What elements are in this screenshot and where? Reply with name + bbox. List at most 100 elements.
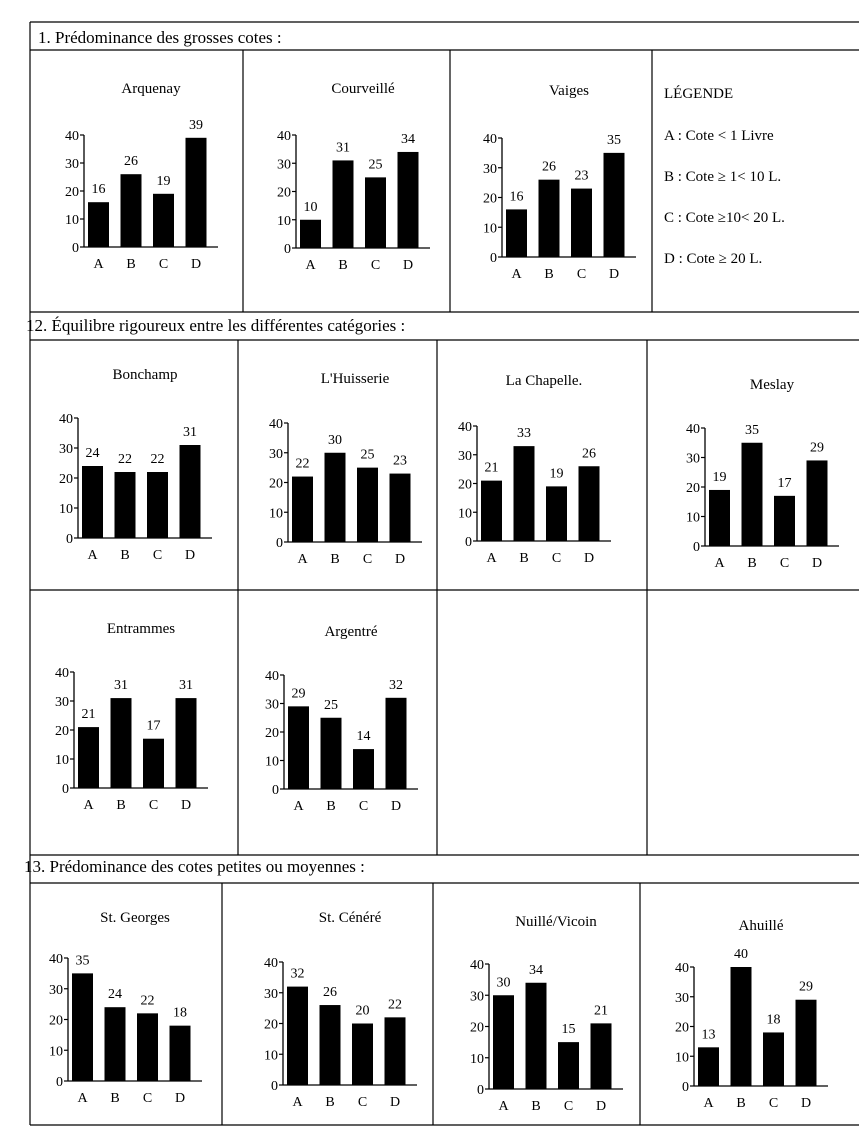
- value-label: 26: [323, 985, 337, 1000]
- section-title-12: 12. Équilibre rigoureux entre les différ…: [26, 316, 405, 335]
- y-tick-label: 30: [269, 447, 283, 462]
- category-label: A: [297, 552, 308, 567]
- value-label: 29: [292, 686, 306, 701]
- bar-a: [88, 202, 109, 247]
- value-label: 22: [388, 997, 402, 1012]
- bar-d: [590, 1023, 612, 1089]
- bar-a: [288, 706, 309, 789]
- value-label: 10: [304, 200, 318, 215]
- category-label: B: [736, 1096, 745, 1111]
- bar-c: [774, 495, 795, 546]
- chart-title: Entrammes: [107, 621, 175, 637]
- value-label: 35: [76, 953, 90, 968]
- value-label: 31: [183, 425, 197, 440]
- chart-vaiges: Vaiges 0 10 20 30 40 16 A 26 B 23 C 35 D: [483, 83, 636, 282]
- chart-ahuille: Ahuillé 0 10 20 30 40 13 A 40 B 18 C 29 D: [675, 918, 828, 1111]
- y-tick-label: 0: [284, 242, 291, 257]
- chart-title: St. Georges: [100, 910, 170, 926]
- y-tick-label: 0: [682, 1080, 689, 1095]
- chart-title: St. Cénéré: [319, 910, 382, 926]
- panel-grid: [29, 21, 859, 1126]
- y-tick-label: 40: [269, 417, 283, 432]
- bar-a: [506, 209, 527, 257]
- chart-l-huisserie: L'Huisserie 0 10 20 30 40 22 A 30 B 25 C 23 D: [269, 371, 422, 567]
- bar-b: [730, 967, 752, 1086]
- y-tick-label: 20: [265, 726, 279, 741]
- chart-title: Nuillé/Vicoin: [515, 914, 597, 930]
- legend-item-d: D : Cote ≥ 20 L.: [664, 251, 762, 267]
- category-label: C: [780, 556, 789, 571]
- legend-title: LÉGENDE: [664, 85, 733, 102]
- value-label: 18: [173, 1006, 187, 1021]
- y-tick-label: 10: [49, 1044, 63, 1059]
- bar-c: [357, 467, 378, 542]
- value-label: 34: [401, 132, 415, 147]
- bar-c: [153, 193, 174, 247]
- category-label: D: [403, 258, 413, 273]
- y-tick-label: 0: [693, 540, 700, 555]
- y-tick-label: 20: [483, 192, 497, 207]
- y-tick-label: 20: [470, 1021, 484, 1036]
- value-label: 13: [702, 1027, 716, 1042]
- value-label: 26: [542, 160, 556, 175]
- category-label: D: [181, 798, 191, 813]
- bar-a: [82, 466, 103, 538]
- bar-a: [493, 995, 514, 1089]
- chart-title: Vaiges: [549, 83, 589, 99]
- value-label: 25: [369, 157, 383, 172]
- bar-c: [558, 1042, 579, 1089]
- bar-d: [795, 999, 817, 1086]
- y-tick-label: 10: [55, 753, 69, 768]
- y-tick-label: 20: [59, 472, 73, 487]
- category-label: B: [110, 1091, 119, 1106]
- category-label: B: [747, 556, 756, 571]
- category-label: A: [87, 548, 98, 563]
- bar-b: [324, 452, 346, 542]
- chart-bonchamp: Bonchamp 0 10 20 30 40 24 A 22 B 22 C 31 D: [59, 367, 212, 563]
- bar-c: [137, 1013, 158, 1081]
- legend: LÉGENDE A : Cote < 1 Livre B : Cote ≥ 1<…: [664, 85, 785, 267]
- value-label: 31: [114, 678, 128, 693]
- value-label: 33: [517, 426, 531, 441]
- bar-d: [384, 1017, 406, 1085]
- y-tick-label: 30: [686, 452, 700, 467]
- value-label: 29: [810, 440, 824, 455]
- y-tick-label: 10: [269, 506, 283, 521]
- y-tick-label: 20: [458, 478, 472, 493]
- chart-title: Meslay: [750, 377, 795, 393]
- y-tick-label: 10: [470, 1052, 484, 1067]
- bar-a: [292, 476, 313, 542]
- bar-b: [538, 179, 560, 257]
- y-tick-label: 20: [686, 481, 700, 496]
- value-label: 21: [82, 707, 96, 722]
- value-label: 24: [108, 987, 122, 1002]
- value-label: 21: [594, 1003, 608, 1018]
- value-label: 40: [734, 947, 748, 962]
- category-label: C: [159, 257, 168, 272]
- chart-title: Courveillé: [331, 81, 395, 97]
- y-tick-label: 20: [264, 1018, 278, 1033]
- category-label: A: [511, 267, 522, 282]
- value-label: 25: [361, 448, 375, 463]
- category-label: B: [330, 552, 339, 567]
- y-tick-label: 0: [66, 532, 73, 547]
- bar-a: [72, 973, 93, 1081]
- category-label: C: [358, 1095, 367, 1110]
- value-label: 21: [485, 461, 499, 476]
- bar-b: [320, 717, 342, 789]
- category-label: D: [185, 548, 195, 563]
- bar-d: [806, 460, 828, 546]
- y-tick-label: 20: [55, 724, 69, 739]
- y-tick-label: 30: [264, 987, 278, 1002]
- bar-b: [513, 446, 535, 541]
- y-tick-label: 30: [49, 983, 63, 998]
- chart-st-cenere: St. Cénéré 0 10 20 30 40 32 A 26 B 20 C 22 D: [264, 910, 417, 1110]
- category-label: B: [120, 548, 129, 563]
- bar-a: [481, 480, 502, 541]
- bar-c: [571, 188, 592, 257]
- y-tick-label: 30: [65, 157, 79, 172]
- category-label: C: [363, 552, 372, 567]
- chart-arquenay: Arquenay 0 10 20 30 40 16 A 26 B 19 C 39 D: [65, 81, 218, 272]
- bar-a: [287, 986, 308, 1085]
- category-label: C: [143, 1091, 152, 1106]
